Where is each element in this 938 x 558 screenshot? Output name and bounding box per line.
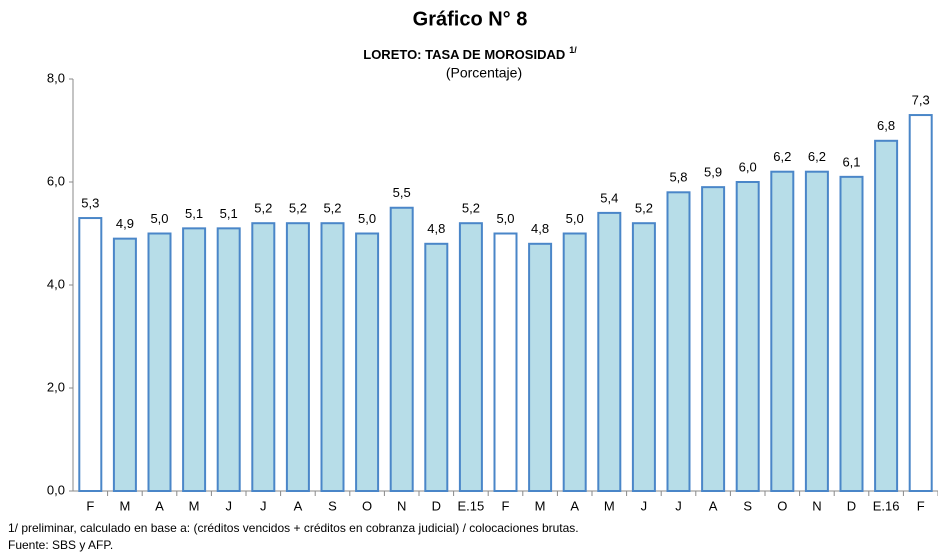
value-label: 6,8 xyxy=(877,118,895,133)
bar xyxy=(735,181,760,492)
value-label: 7,3 xyxy=(912,92,930,107)
bar xyxy=(112,237,137,492)
bar xyxy=(701,186,726,492)
value-label: 5,2 xyxy=(254,201,272,216)
bar xyxy=(251,222,276,492)
x-tick-label: E.16 xyxy=(873,498,900,513)
value-label: 5,0 xyxy=(150,211,168,226)
value-label: 4,8 xyxy=(427,221,445,236)
x-tick-label: D xyxy=(432,498,441,513)
value-label: 6,2 xyxy=(773,149,791,164)
x-tick-label: J xyxy=(641,498,648,513)
value-label: 5,0 xyxy=(358,211,376,226)
value-label: 5,0 xyxy=(496,211,514,226)
bar xyxy=(320,222,345,492)
bar xyxy=(424,242,449,492)
bar xyxy=(666,191,691,493)
x-tick-label: S xyxy=(328,498,337,513)
x-tick-label: D xyxy=(847,498,856,513)
x-tick-label: F xyxy=(502,498,510,513)
bar xyxy=(355,232,380,492)
x-tick-label: F xyxy=(86,498,94,513)
x-tick-label: M xyxy=(535,498,546,513)
x-tick-label: E.15 xyxy=(458,498,485,513)
x-tick-label: J xyxy=(260,498,267,513)
bar xyxy=(147,232,172,492)
unit-label: (Porcentaje) xyxy=(446,65,522,81)
bar xyxy=(389,206,414,492)
bar xyxy=(631,222,656,492)
y-tick-label: 2,0 xyxy=(47,379,65,394)
value-label: 5,5 xyxy=(393,185,411,200)
x-tick-label: M xyxy=(189,498,200,513)
bar xyxy=(285,222,310,492)
value-label: 5,0 xyxy=(566,211,584,226)
x-tick-label: J xyxy=(675,498,682,513)
x-tick-label: O xyxy=(362,498,372,513)
value-label: 5,2 xyxy=(635,201,653,216)
x-tick-label: A xyxy=(155,498,164,513)
value-label: 5,8 xyxy=(669,170,687,185)
value-label: 6,2 xyxy=(808,149,826,164)
subtitle-text: LORETO: TASA DE MOROSIDAD xyxy=(363,47,565,62)
x-tick-label: M xyxy=(604,498,615,513)
x-tick-label: M xyxy=(119,498,130,513)
footnote: Fuente: SBS y AFP. xyxy=(8,538,113,552)
x-tick-label: A xyxy=(709,498,718,513)
x-tick-label: J xyxy=(225,498,232,513)
bar xyxy=(597,211,622,492)
bar xyxy=(804,170,829,492)
value-label: 6,0 xyxy=(739,159,757,174)
x-tick-label: S xyxy=(743,498,752,513)
bar xyxy=(839,175,864,492)
chart-subtitle: LORETO: TASA DE MOROSIDAD 1/ xyxy=(363,45,577,62)
bar xyxy=(458,222,483,492)
y-tick-label: 8,0 xyxy=(47,70,65,85)
x-tick-label: A xyxy=(570,498,579,513)
value-label: 5,1 xyxy=(220,206,238,221)
y-tick-label: 4,0 xyxy=(47,276,65,291)
value-label: 6,1 xyxy=(842,154,860,169)
value-label: 5,1 xyxy=(185,206,203,221)
value-label: 4,8 xyxy=(531,221,549,236)
value-label: 5,9 xyxy=(704,165,722,180)
value-label: 5,2 xyxy=(323,201,341,216)
y-tick-label: 0,0 xyxy=(47,482,65,497)
bar xyxy=(528,242,553,492)
value-label: 5,4 xyxy=(600,190,618,205)
x-tick-label: N xyxy=(812,498,821,513)
value-label: 5,3 xyxy=(81,195,99,210)
x-tick-label: A xyxy=(294,498,303,513)
bar xyxy=(908,114,933,493)
bar xyxy=(562,232,587,492)
chart-title: Gráfico N° 8 xyxy=(413,8,528,30)
value-label: 5,2 xyxy=(462,201,480,216)
x-tick-label: F xyxy=(917,498,925,513)
value-label: 5,2 xyxy=(289,201,307,216)
bar xyxy=(78,217,103,493)
bar xyxy=(493,232,518,492)
y-tick-label: 6,0 xyxy=(47,173,65,188)
bar xyxy=(770,170,795,492)
subtitle-note: 1/ xyxy=(569,45,577,55)
x-tick-label: O xyxy=(777,498,787,513)
footnote: 1/ preliminar, calculado en base a: (cré… xyxy=(8,521,579,535)
bar xyxy=(216,227,241,492)
bar xyxy=(182,227,207,492)
x-tick-label: N xyxy=(397,498,406,513)
value-label: 4,9 xyxy=(116,216,134,231)
bar xyxy=(874,139,899,493)
